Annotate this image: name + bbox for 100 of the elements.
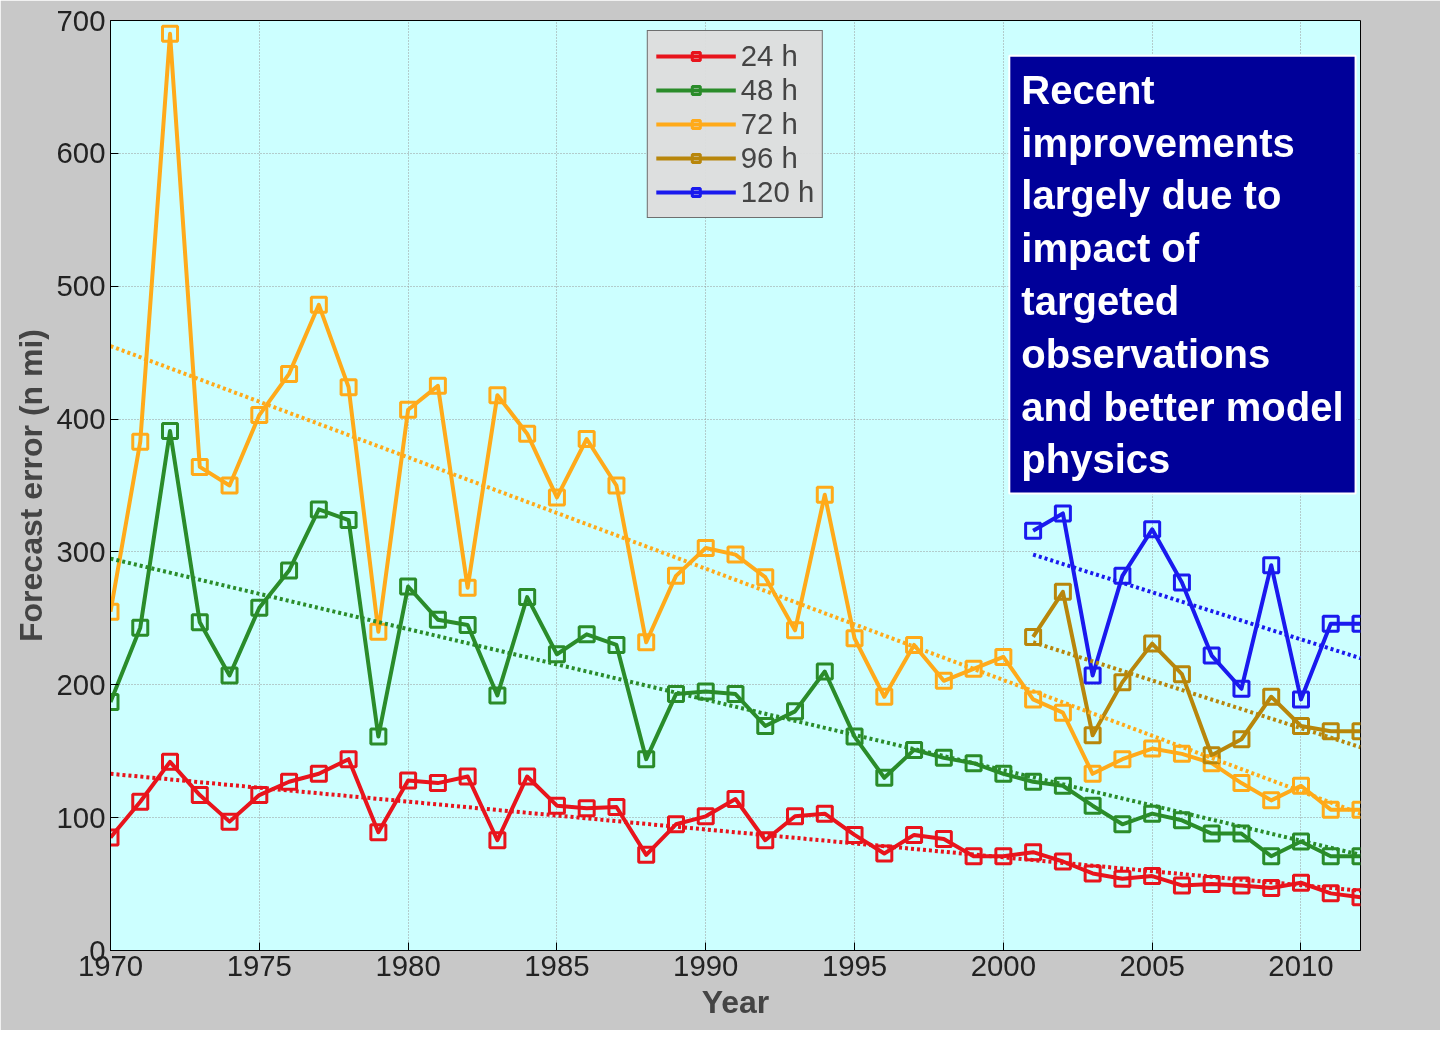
x-tick-label: 1975 bbox=[226, 948, 292, 982]
y-tick-label: 600 bbox=[56, 136, 106, 170]
point bbox=[1143, 739, 1162, 758]
point bbox=[1232, 679, 1251, 698]
point bbox=[666, 566, 685, 585]
point bbox=[428, 376, 447, 395]
point bbox=[905, 740, 924, 759]
point bbox=[815, 662, 834, 681]
point bbox=[280, 772, 299, 791]
point bbox=[339, 750, 358, 769]
point bbox=[369, 727, 388, 746]
point bbox=[696, 807, 715, 826]
point bbox=[1113, 566, 1132, 585]
y-tick-label: 100 bbox=[56, 800, 106, 834]
point bbox=[1053, 582, 1072, 601]
point bbox=[1291, 873, 1310, 892]
point bbox=[1232, 730, 1251, 749]
point bbox=[905, 825, 924, 844]
x-tick-label: 1990 bbox=[673, 948, 739, 982]
y-tick-label: 700 bbox=[56, 3, 106, 37]
annotation: Recent improvements largely due to impact of targeted observations and better model physics bbox=[1021, 67, 1344, 482]
y-tick-label: 400 bbox=[56, 402, 106, 436]
point bbox=[726, 545, 745, 564]
point bbox=[1202, 746, 1221, 765]
point bbox=[220, 476, 239, 495]
point bbox=[815, 485, 834, 504]
point bbox=[994, 647, 1013, 666]
legend-label: 24 h bbox=[740, 39, 798, 73]
point bbox=[577, 430, 596, 448]
point bbox=[250, 598, 269, 617]
point bbox=[696, 538, 715, 557]
point bbox=[637, 633, 656, 652]
point bbox=[666, 815, 685, 834]
point bbox=[1202, 875, 1221, 894]
point bbox=[637, 845, 656, 864]
point bbox=[1262, 791, 1281, 810]
legend-label: 48 h bbox=[740, 73, 798, 107]
point bbox=[964, 847, 983, 866]
point bbox=[518, 767, 537, 786]
point bbox=[488, 386, 507, 405]
point bbox=[1321, 800, 1340, 819]
legend-label: 72 h bbox=[740, 107, 798, 141]
point bbox=[1143, 520, 1162, 539]
point bbox=[1113, 869, 1132, 888]
point bbox=[1083, 796, 1102, 815]
y-tick-label: 300 bbox=[56, 534, 106, 568]
point bbox=[309, 764, 328, 783]
point bbox=[845, 727, 864, 746]
point bbox=[756, 831, 775, 850]
point bbox=[1083, 864, 1102, 883]
point bbox=[190, 786, 209, 805]
point bbox=[458, 616, 477, 634]
point bbox=[1083, 666, 1102, 685]
point bbox=[1053, 703, 1072, 722]
point bbox=[964, 754, 983, 773]
point bbox=[1262, 879, 1281, 898]
point bbox=[220, 666, 239, 685]
x-tick-label: 1995 bbox=[821, 948, 888, 982]
point bbox=[756, 568, 775, 587]
point bbox=[399, 771, 418, 790]
point bbox=[934, 829, 953, 848]
x-tick-label: 2000 bbox=[970, 948, 1036, 982]
point bbox=[905, 635, 924, 654]
point bbox=[1053, 776, 1072, 795]
point bbox=[815, 804, 834, 823]
point bbox=[1083, 764, 1102, 783]
x-tick-label: 1985 bbox=[524, 948, 590, 982]
point bbox=[1321, 614, 1340, 633]
point bbox=[1202, 646, 1221, 665]
point bbox=[786, 702, 805, 721]
point bbox=[339, 378, 358, 397]
point bbox=[1291, 832, 1310, 851]
x-tick-label: 2010 bbox=[1268, 948, 1334, 982]
point bbox=[607, 798, 626, 817]
point bbox=[1172, 573, 1191, 592]
point bbox=[309, 295, 328, 314]
point bbox=[964, 659, 983, 678]
point bbox=[666, 685, 685, 704]
point bbox=[369, 823, 388, 842]
point bbox=[1291, 716, 1310, 735]
point bbox=[934, 748, 953, 767]
point bbox=[994, 764, 1013, 783]
point bbox=[577, 799, 596, 818]
point bbox=[726, 790, 745, 809]
point bbox=[131, 432, 150, 451]
point bbox=[1053, 504, 1072, 523]
point bbox=[1024, 772, 1043, 791]
point bbox=[250, 786, 269, 805]
point bbox=[875, 768, 894, 787]
point bbox=[1321, 884, 1340, 903]
point bbox=[1113, 815, 1132, 834]
point bbox=[1291, 690, 1310, 709]
point bbox=[1321, 847, 1340, 866]
point bbox=[786, 807, 805, 826]
point bbox=[1024, 627, 1043, 646]
point bbox=[250, 406, 269, 425]
y-tick-label: 500 bbox=[56, 269, 106, 303]
point bbox=[1083, 726, 1102, 745]
point bbox=[934, 671, 953, 690]
point bbox=[1321, 722, 1340, 741]
